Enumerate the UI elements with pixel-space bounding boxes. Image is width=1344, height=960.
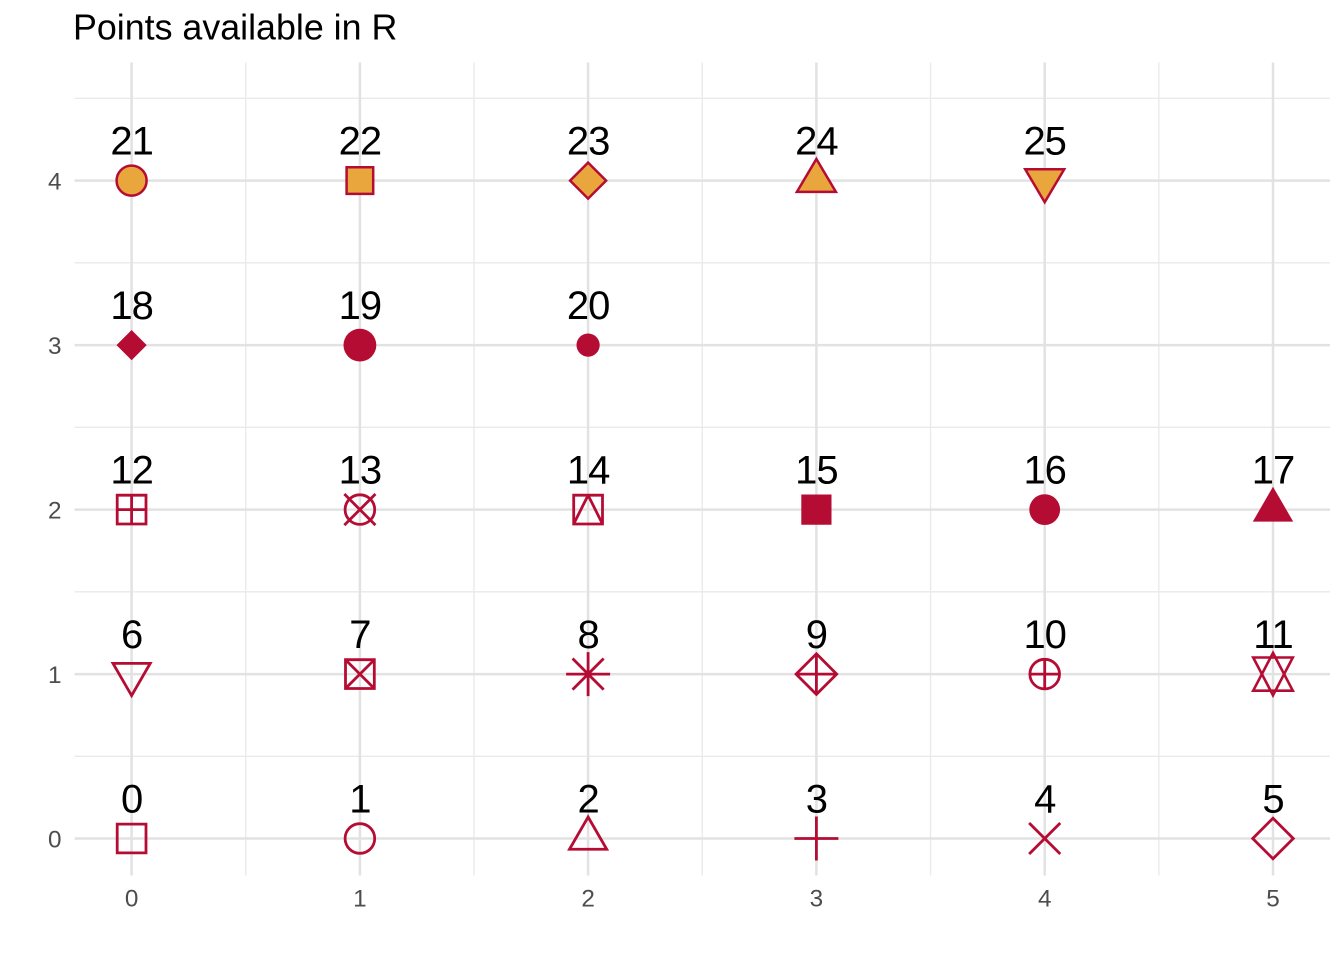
svg-text:4: 4 [48,169,62,196]
svg-text:0: 0 [125,885,139,912]
svg-text:12: 12 [110,449,153,493]
svg-text:24: 24 [795,120,838,164]
svg-text:18: 18 [110,284,153,328]
svg-text:2: 2 [577,778,598,822]
svg-text:6: 6 [121,613,142,657]
svg-text:7: 7 [349,613,370,657]
svg-text:16: 16 [1023,449,1066,493]
svg-text:4: 4 [1038,885,1052,912]
svg-text:1: 1 [353,885,367,912]
svg-text:10: 10 [1023,613,1066,657]
svg-text:1: 1 [48,662,62,689]
svg-text:13: 13 [339,449,382,493]
svg-text:3: 3 [810,885,824,912]
svg-text:11: 11 [1253,613,1293,657]
svg-text:1: 1 [349,778,370,822]
svg-text:5: 5 [1262,778,1283,822]
svg-text:3: 3 [806,778,827,822]
svg-text:9: 9 [806,613,827,657]
svg-text:2: 2 [48,498,62,525]
svg-text:4: 4 [1034,778,1056,822]
svg-text:8: 8 [577,613,598,657]
svg-text:23: 23 [567,120,610,164]
svg-text:15: 15 [795,449,838,493]
svg-text:0: 0 [121,778,142,822]
svg-text:3: 3 [48,333,62,360]
svg-text:2: 2 [581,885,595,912]
svg-text:14: 14 [567,449,610,493]
svg-text:17: 17 [1252,449,1295,493]
svg-text:Points available in R: Points available in R [73,7,397,47]
svg-text:25: 25 [1023,120,1066,164]
svg-text:22: 22 [339,120,382,164]
svg-text:19: 19 [339,284,382,328]
svg-text:0: 0 [48,826,62,853]
svg-text:20: 20 [567,284,610,328]
svg-text:5: 5 [1266,885,1280,912]
svg-text:21: 21 [110,120,153,164]
